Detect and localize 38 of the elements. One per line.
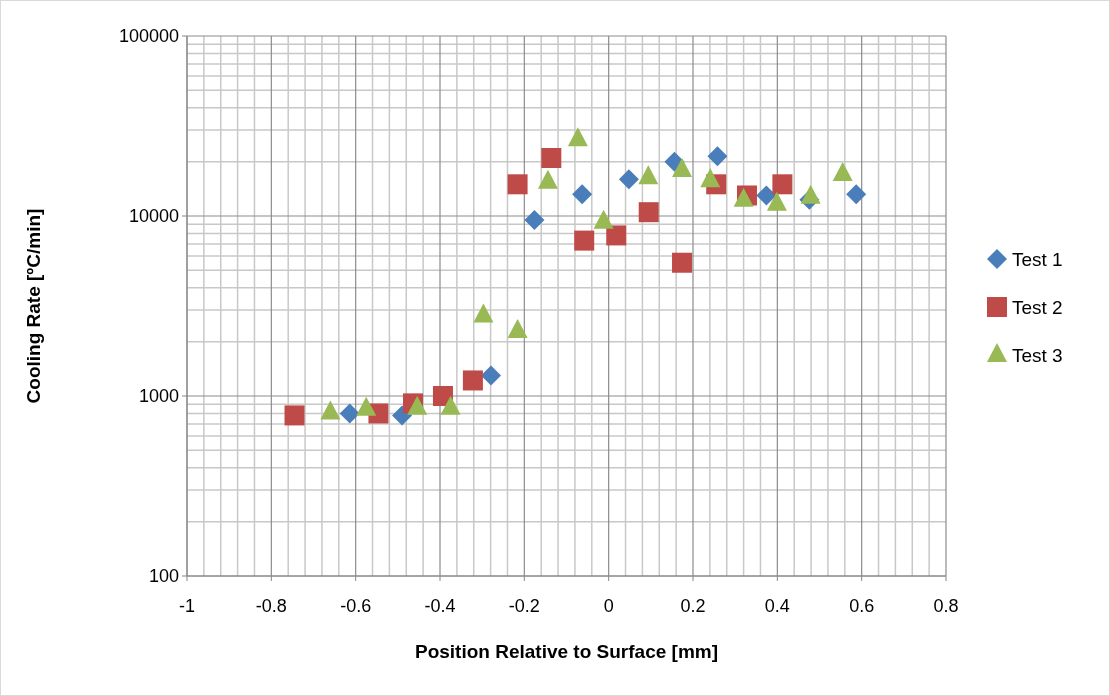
point (832, 162, 853, 182)
x-tick-label: -0.6 (340, 596, 372, 616)
point (606, 225, 627, 246)
x-tick-label: 0.8 (933, 596, 959, 616)
x-tick-label: 0 (603, 596, 614, 616)
x-tick-label: 0.6 (849, 596, 875, 616)
y-tick-label: 100 (148, 566, 179, 587)
point (756, 185, 777, 206)
point (618, 169, 639, 190)
point (772, 174, 793, 195)
point (574, 230, 595, 251)
point (462, 370, 483, 391)
x-tick-label: -0.4 (424, 596, 456, 616)
y-tick-label: 1000 (138, 386, 179, 407)
point (284, 405, 305, 426)
x-tick-label: 0.2 (680, 596, 706, 616)
y-axis-title: Cooling Rate [ºC/min] (23, 208, 44, 404)
y-tick-label: 100000 (118, 26, 179, 47)
legend-label: Test 3 (1012, 344, 1063, 366)
point (846, 184, 867, 205)
point (672, 158, 693, 178)
point (707, 146, 728, 167)
legend-label: Test 1 (1012, 248, 1063, 270)
x-tick-label: -0.8 (255, 596, 287, 616)
x-axis-title: Position Relative to Surface [mm] (414, 641, 719, 662)
legend-label: Test 2 (1012, 296, 1063, 318)
point (507, 174, 528, 195)
point (638, 202, 659, 223)
x-tick-label: 0.4 (764, 596, 790, 616)
y-tick-label: 10000 (128, 206, 179, 227)
x-tick-label: -1 (178, 596, 196, 616)
point (481, 365, 502, 386)
point (672, 252, 693, 273)
point (339, 403, 360, 424)
x-tick-label: -0.2 (508, 596, 540, 616)
point (524, 210, 545, 231)
point (541, 148, 562, 168)
point (572, 184, 593, 205)
